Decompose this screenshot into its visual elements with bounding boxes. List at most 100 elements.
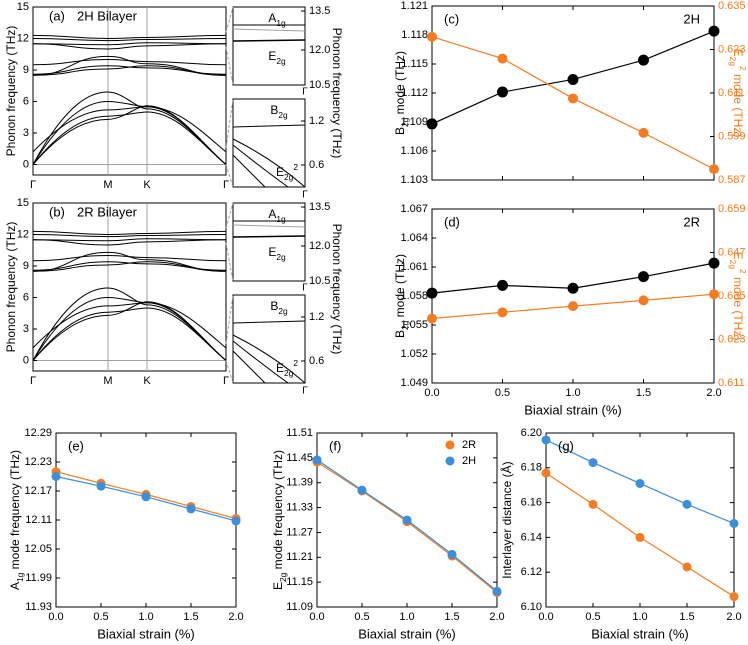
optical-band — [32, 234, 227, 238]
plot-frame — [431, 5, 715, 181]
inset-y-tick-label: 12.0 — [309, 240, 330, 252]
acoustic-band — [32, 296, 227, 361]
y-tick-label: 1.118 — [401, 29, 428, 41]
y-tick-label: 11.09 — [286, 601, 313, 613]
acoustic-band — [32, 106, 227, 153]
optical-band — [32, 238, 227, 242]
y-tick-label: 0 — [23, 354, 29, 366]
data-point — [729, 592, 739, 602]
inset-band — [232, 39, 306, 42]
panel-title: 2H Bilayer — [77, 8, 138, 23]
y2-axis-label: E2g2 mode (THz) — [728, 252, 748, 341]
mode-label-a1g: A1g — [268, 207, 286, 224]
q-point-label: Γ — [30, 179, 36, 191]
data-point — [312, 455, 322, 465]
inset-top-frame — [232, 6, 306, 86]
data-point — [357, 485, 367, 495]
inset-band — [232, 340, 289, 384]
mode-label-e2g: E2g — [268, 49, 286, 66]
y2-tick-label: 0.599 — [718, 130, 746, 142]
y-tick-label: 9 — [23, 64, 29, 76]
y-axis-label: A1g mode frequency (THz) — [8, 450, 25, 590]
inset-band — [232, 334, 306, 384]
panel-tag: (b) — [49, 204, 65, 219]
mode-label-b2g: B2g — [270, 103, 288, 120]
y2-axis-label: E2g2 mode (THz) — [728, 49, 748, 138]
x-axis-label: Biaxial strain (%) — [358, 626, 456, 641]
zoom-connector — [225, 46, 234, 86]
inset-y-tick-label: 13.5 — [309, 5, 330, 17]
data-point — [402, 515, 412, 525]
acoustic-band — [32, 105, 227, 165]
x-tick-label: 1.0 — [138, 611, 153, 623]
y-tick-label: 12.23 — [24, 456, 52, 468]
optical-band — [32, 239, 227, 246]
y-tick-label: 1.064 — [400, 232, 428, 244]
inset-band — [232, 350, 266, 384]
panel-a: 0 3 6 9 12 15 Γ M K Γ (a) 2H Bilayer Phonon frequenc… — [4, 1, 330, 201]
y2-tick-label: 0.635 — [718, 0, 746, 12]
y2-tick-label: 0.623 — [718, 333, 746, 345]
y-tick-label: 12.17 — [24, 485, 52, 497]
data-point — [638, 271, 649, 283]
panel-label: 2H — [683, 11, 700, 26]
y2-tick-label: 0.587 — [718, 174, 746, 186]
data-point — [682, 499, 692, 509]
data-point — [186, 504, 196, 514]
data-point — [635, 478, 645, 488]
y-tick-label: 1.049 — [400, 377, 428, 389]
panel-g: 0.0 0.5 1.0 1.5 2.0 6.10 6.12 6.14 6.16 6.18 6.20 (… — [521, 427, 742, 623]
mode-label-e2g: E2g — [268, 245, 286, 262]
inset-band — [232, 28, 306, 32]
data-point — [635, 532, 645, 542]
data-point — [638, 295, 649, 306]
y-tick-label: 1.103 — [400, 174, 428, 186]
optical-band — [32, 65, 227, 76]
panel-tag: (d) — [444, 214, 460, 229]
inset-x-tick-label: Γ — [302, 190, 308, 201]
y-axis-label: B2g mode (THz) — [393, 51, 410, 135]
y-tick-label: 1.109 — [400, 116, 428, 128]
y-tick-label: 15 — [17, 197, 29, 209]
data-point — [141, 492, 151, 502]
plot-frame — [545, 432, 735, 608]
data-point — [709, 164, 719, 175]
y-tick-label: 6.12 — [521, 566, 542, 578]
optical-band — [32, 34, 227, 40]
y-tick-label: 1.058 — [400, 290, 428, 302]
data-point — [497, 53, 508, 64]
inset-y-tick-label: 1.2 — [309, 115, 324, 127]
y-axis-label: Phonon frequency (THz) — [4, 222, 18, 353]
y-tick-label: 11.33 — [286, 501, 313, 513]
zoom-connector — [225, 6, 234, 33]
data-point — [497, 307, 508, 318]
y-tick-label: 12.05 — [24, 543, 52, 555]
q-point-label: M — [103, 375, 112, 387]
x-tick-label: 0.0 — [538, 611, 553, 623]
y-tick-label: 1.067 — [400, 203, 428, 215]
data-point — [427, 313, 437, 324]
optical-band — [32, 261, 227, 272]
y2-tick-label: 0.611 — [718, 377, 745, 389]
optical-band — [32, 42, 227, 46]
x-tick-label: 1.0 — [565, 387, 580, 399]
x-tick-label: 0.5 — [93, 611, 108, 623]
y-tick-label: 11.21 — [286, 551, 313, 563]
inset-y-tick-label: 13.5 — [309, 201, 330, 213]
optical-band — [32, 38, 227, 42]
inset-y-tick-label: 0.6 — [309, 159, 324, 171]
y2-tick-label: 0.635 — [718, 290, 746, 302]
y-tick-label: 12 — [17, 32, 29, 44]
data-point — [729, 518, 739, 528]
series-line-2R — [316, 461, 498, 593]
y-tick-label: 3 — [23, 127, 29, 139]
x-axis-label: Biaxial strain (%) — [97, 626, 195, 641]
data-point — [588, 499, 598, 509]
x-tick-label: 0.5 — [354, 611, 369, 623]
y-tick-label: 6 — [23, 291, 29, 303]
y-tick-label: 1.112 — [401, 87, 428, 99]
y-tick-label: 12.29 — [24, 427, 52, 439]
inset-y-tick-label: 0.6 — [309, 355, 324, 367]
x-tick-label: 0.0 — [48, 611, 63, 623]
mode-label-a1g: A1g — [268, 11, 286, 28]
